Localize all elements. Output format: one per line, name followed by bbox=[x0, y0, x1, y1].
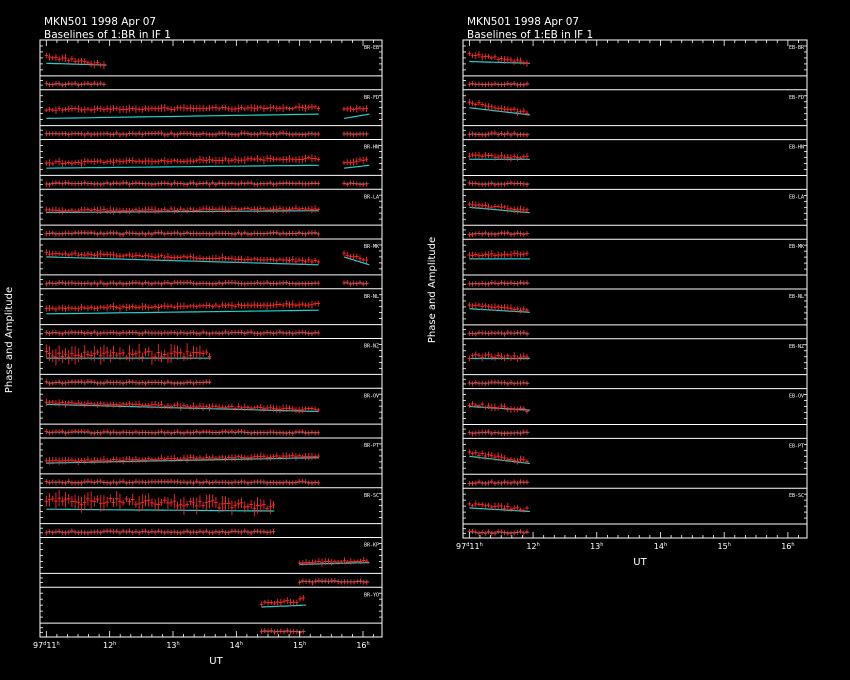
baseline-label: BR-YO bbox=[364, 592, 379, 598]
right-chart-eb: EB-BR EB-FD EB-HN EB-LA EB-MK EB-NL EB-NZ EB-OV… bbox=[427, 39, 808, 568]
x-tick-label: 97d11h bbox=[33, 641, 60, 650]
baseline-label: EB-SC bbox=[789, 493, 804, 499]
baseline-panel-eb-fd: EB-FD bbox=[463, 89, 807, 138]
baseline-panel-br-la: BR-LA bbox=[40, 188, 382, 237]
model-curve bbox=[46, 62, 107, 66]
baseline-panel-eb-nz: EB-NZ bbox=[463, 338, 807, 387]
baseline-panel-br-ov: BR-OV bbox=[40, 387, 382, 436]
baseline-panel-br-fd: BR-FD bbox=[40, 89, 382, 138]
baseline-panel-br-mk: BR-MK bbox=[40, 238, 382, 287]
model-curve bbox=[469, 206, 530, 214]
baseline-panel-eb-ov: EB-OV bbox=[463, 388, 807, 437]
baseline-label: EB-NL bbox=[789, 294, 804, 300]
baseline-panel-eb-nl: EB-NL bbox=[463, 288, 807, 337]
baseline-panel-br-yo: BR-YO bbox=[40, 586, 382, 635]
baseline-label: BR-LA bbox=[364, 194, 379, 200]
x-tick-label: 13h bbox=[166, 641, 179, 650]
baseline-label: BR-MK bbox=[364, 244, 379, 250]
x-tick-label: 12h bbox=[103, 641, 116, 650]
baseline-label: BR-PT bbox=[364, 443, 379, 449]
model-curve bbox=[469, 507, 530, 513]
x-tick-label: 16h bbox=[781, 542, 794, 551]
left-chart-subtitle: Baselines of 1:BR in IF 1 bbox=[44, 29, 171, 41]
model-curve bbox=[343, 113, 370, 119]
model-curve bbox=[46, 508, 275, 512]
baseline-panel-eb-la: EB-LA bbox=[463, 188, 807, 238]
baseline-panel-eb-mk: EB-MK bbox=[463, 238, 807, 287]
model-curve bbox=[46, 113, 319, 119]
x-tick-label: 97d11h bbox=[456, 542, 483, 551]
baseline-label: BR-NZ bbox=[364, 344, 379, 350]
model-curve bbox=[261, 604, 306, 608]
x-tick-label: 14h bbox=[654, 542, 667, 551]
baseline-label: EB-BR bbox=[789, 45, 805, 51]
baseline-label: EB-HN bbox=[789, 145, 804, 151]
baseline-panel-eb-br: EB-BR bbox=[463, 45, 807, 88]
model-curve bbox=[343, 164, 370, 169]
model-curve bbox=[469, 308, 530, 313]
baseline-label: BR-HN bbox=[364, 145, 379, 151]
baseline-label: BR-KP bbox=[364, 543, 379, 549]
x-tick-label: 15h bbox=[718, 542, 731, 551]
baseline-panel-br-nz: BR-NZ bbox=[40, 338, 382, 387]
baseline-label: BR-FD bbox=[364, 95, 379, 101]
x-axis-label: UT bbox=[633, 557, 647, 568]
baseline-label: EB-MK bbox=[789, 244, 804, 250]
baseline-label: EB-OV bbox=[789, 394, 804, 400]
baseline-label: BR-OV bbox=[364, 393, 379, 399]
baseline-label: EB-LA bbox=[789, 194, 804, 200]
baseline-panel-eb-pt: EB-PT bbox=[463, 437, 807, 486]
baseline-label: EB-PT bbox=[789, 443, 804, 449]
baseline-panel-br-eb: BR-EB bbox=[40, 45, 382, 88]
baseline-label: BR-EB bbox=[364, 45, 379, 51]
baseline-panel-eb-hn: EB-HN bbox=[463, 139, 807, 188]
baseline-panel-eb-sc: EB-SC bbox=[463, 487, 807, 536]
x-tick-label: 15h bbox=[293, 641, 306, 650]
right-chart-title: MKN501 1998 Apr 07 bbox=[467, 16, 580, 28]
left-chart-br: BR-EB BR-FD BR-HN BR-LA BR-MK BR-NL BR-NZ BR-OV… bbox=[4, 39, 383, 667]
baseline-panel-br-hn: BR-HN bbox=[40, 139, 382, 188]
model-curve bbox=[46, 164, 319, 169]
model-curve bbox=[469, 455, 530, 465]
x-axis-label: UT bbox=[209, 656, 223, 667]
model-curve bbox=[469, 60, 530, 64]
baseline-label: BR-SC bbox=[364, 493, 379, 499]
baseline-label: BR-NL bbox=[364, 294, 379, 300]
y-axis-label: Phase and Amplitude bbox=[427, 237, 438, 343]
model-curve bbox=[46, 457, 319, 464]
model-curve bbox=[46, 309, 319, 315]
x-tick-label: 14h bbox=[230, 641, 243, 650]
baseline-label: EB-FD bbox=[789, 95, 804, 101]
x-tick-label: 13h bbox=[590, 542, 603, 551]
baseline-panel-br-nl: BR-NL bbox=[40, 288, 382, 337]
left-chart-title: MKN501 1998 Apr 07 bbox=[44, 16, 157, 28]
baseline-panel-br-pt: BR-PT bbox=[40, 437, 382, 486]
baseline-panel-br-sc: BR-SC bbox=[40, 487, 382, 536]
baseline-label: EB-NZ bbox=[789, 344, 804, 350]
right-chart-subtitle: Baselines of 1:EB in IF 1 bbox=[467, 29, 594, 41]
x-tick-label: 12h bbox=[526, 542, 539, 551]
model-curve bbox=[46, 210, 319, 214]
baseline-panel-br-kp: BR-KP bbox=[40, 537, 382, 586]
y-axis-label: Phase and Amplitude bbox=[4, 287, 15, 393]
model-curve bbox=[469, 107, 530, 116]
x-tick-label: 16h bbox=[356, 641, 369, 650]
model-curve bbox=[46, 256, 319, 266]
model-curve bbox=[343, 256, 370, 266]
